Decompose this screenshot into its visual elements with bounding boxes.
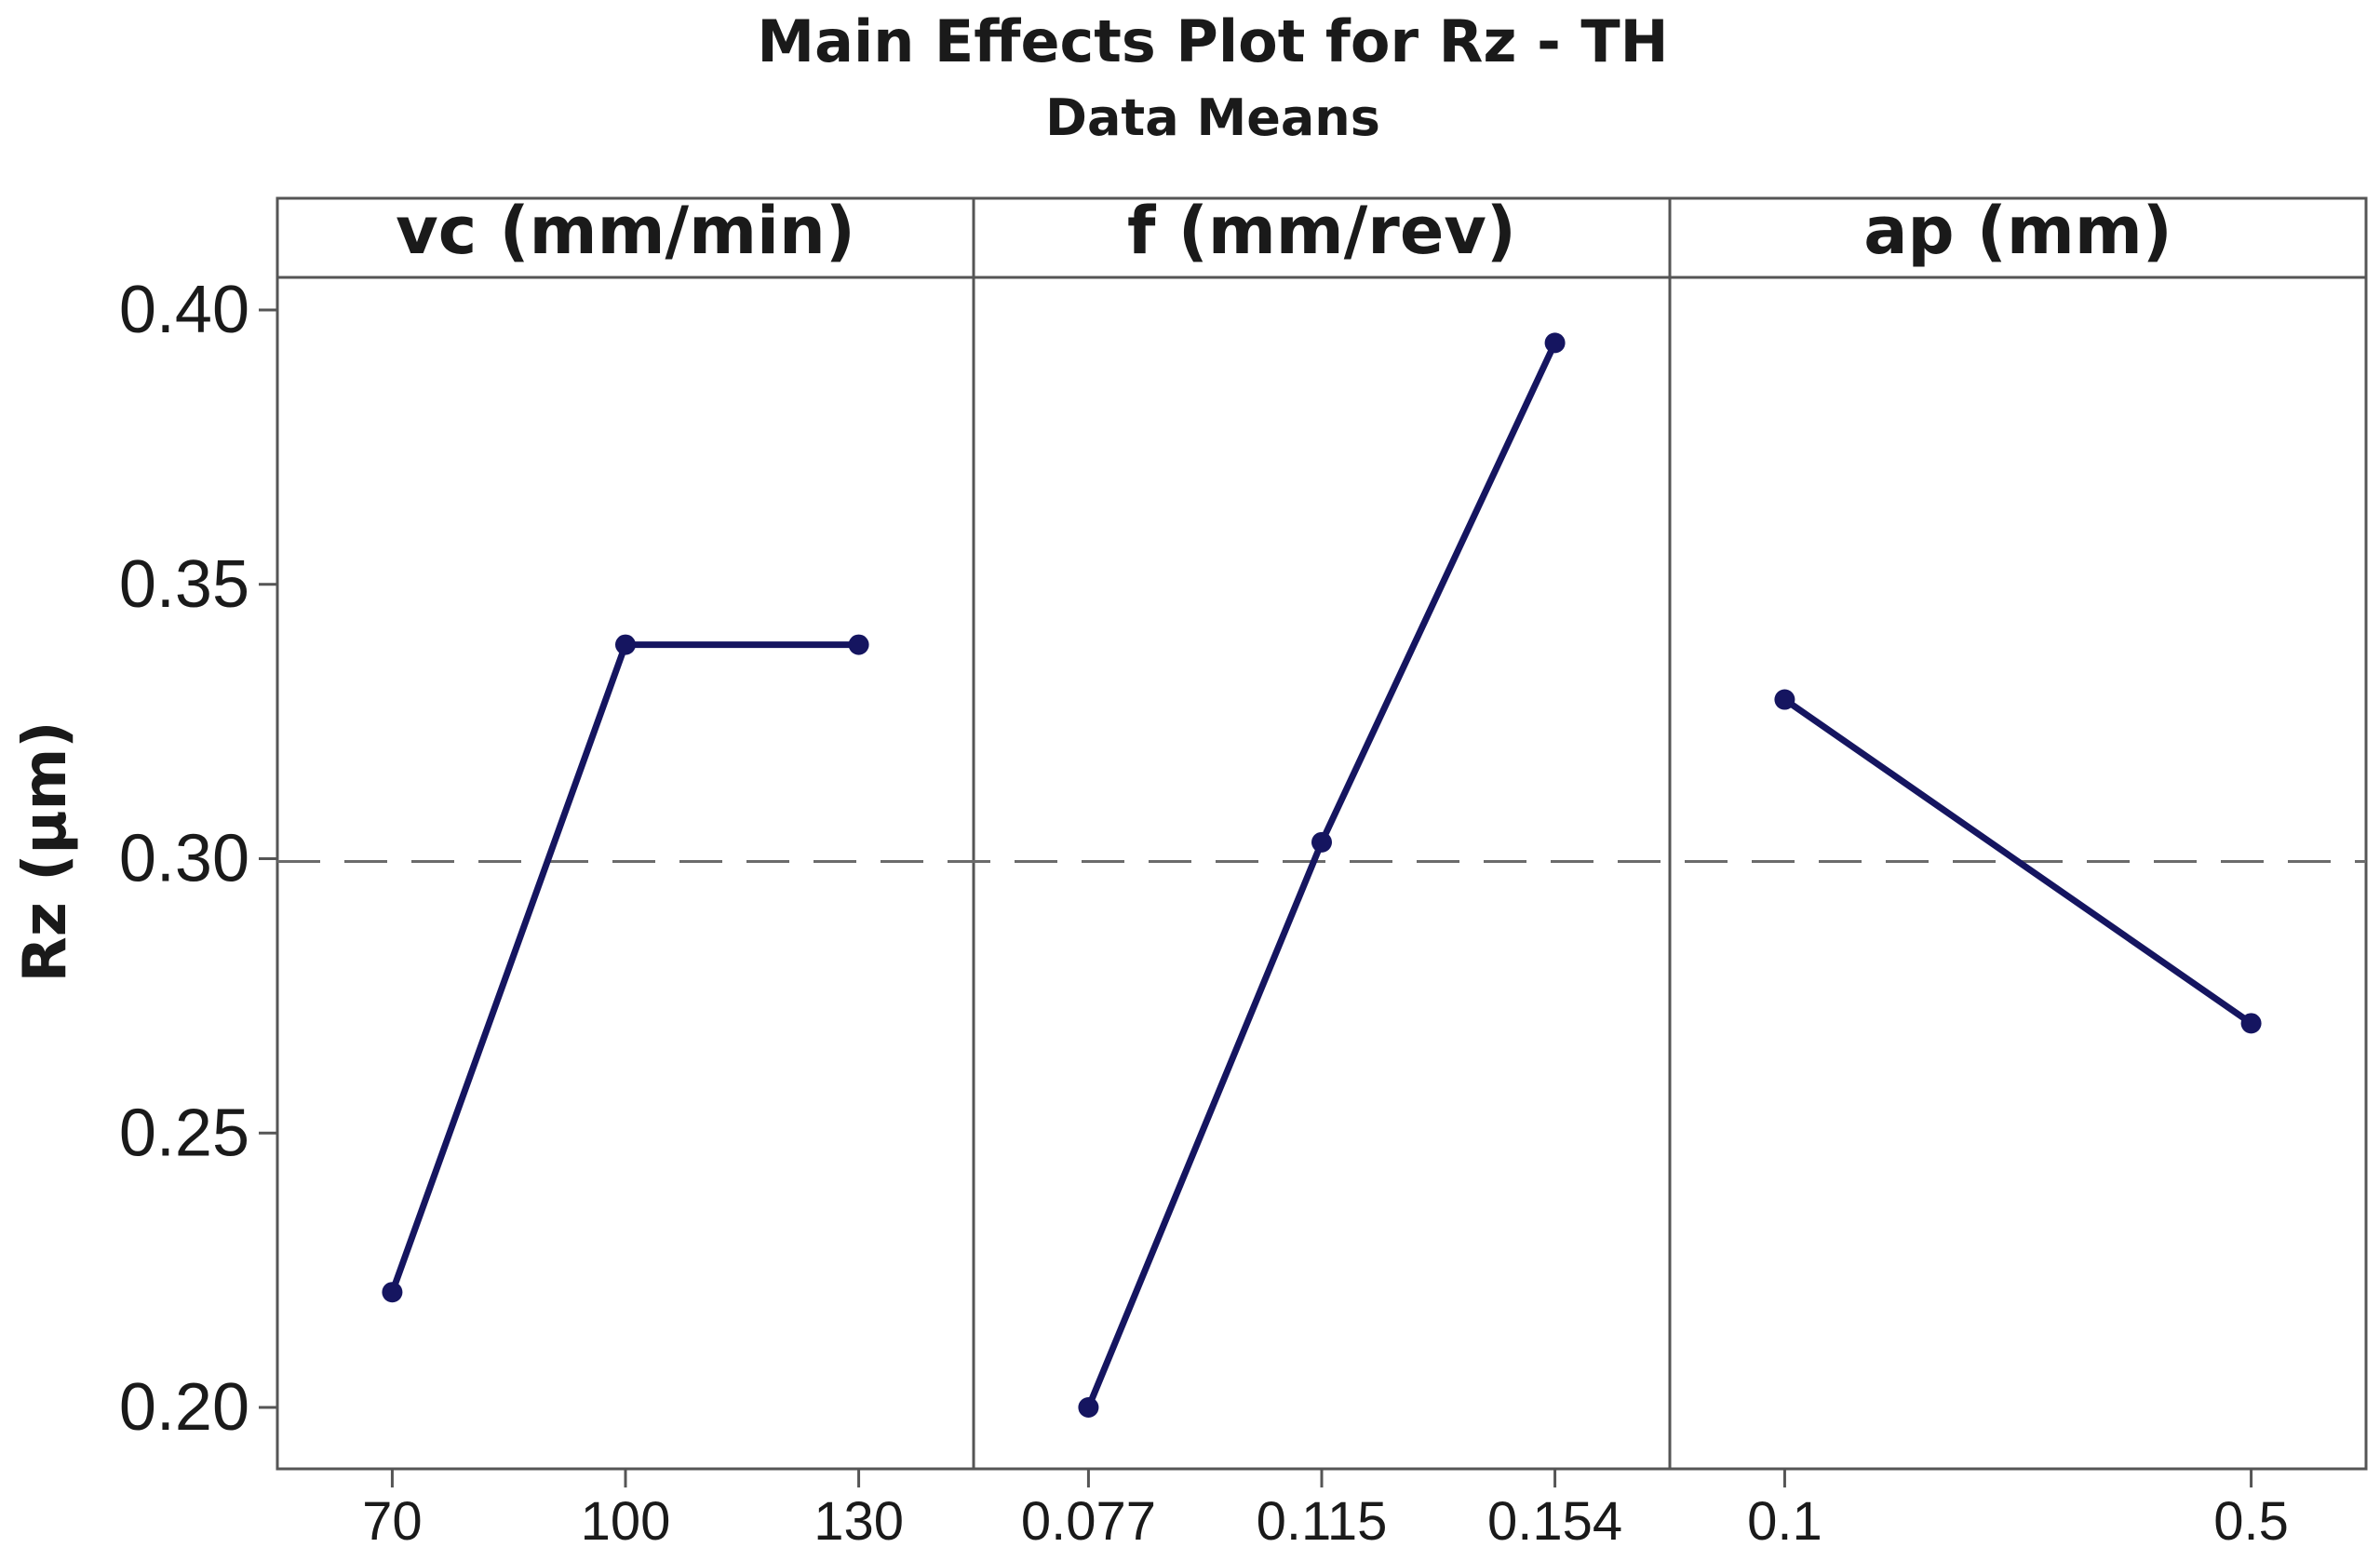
y-tick-label: 0.25: [119, 1096, 249, 1170]
x-tick-label: 0.154: [1487, 1491, 1622, 1552]
x-tick-label: 100: [581, 1491, 671, 1552]
data-point: [1311, 831, 1332, 853]
x-tick-label: 70: [362, 1491, 423, 1552]
y-axis-label: Rz (µm): [11, 720, 80, 982]
chart-title: Main Effects Plot for Rz - TH: [757, 7, 1668, 75]
data-point: [1544, 332, 1566, 354]
x-tick-label: 130: [814, 1491, 904, 1552]
y-tick-label: 0.40: [119, 273, 249, 347]
data-point: [1774, 689, 1795, 710]
data-point: [1078, 1397, 1099, 1418]
y-tick-label: 0.30: [119, 822, 249, 896]
y-tick-label: 0.20: [119, 1370, 249, 1445]
panel-label: f (mm/rev): [1127, 193, 1516, 269]
data-point: [615, 634, 636, 655]
x-tick-label: 0.1: [1747, 1491, 1822, 1552]
series-line: [388, 641, 863, 1296]
series-line: [1084, 339, 1559, 1411]
x-tick-label: 0.077: [1021, 1491, 1156, 1552]
data-point: [848, 634, 869, 655]
panel-label: ap (mm): [1863, 193, 2172, 269]
x-tick-label: 0.5: [2213, 1491, 2289, 1552]
plot-area: 0.20 0.25 0.30 0.35 0.40 vc (mm/min) 70 100 130 f…: [119, 193, 2368, 1552]
chart-subtitle: Data Means: [1045, 88, 1380, 147]
panel-label: vc (mm/min): [396, 193, 855, 269]
series-line: [1781, 696, 2255, 1027]
data-point: [2240, 1013, 2262, 1034]
x-tick-label: 0.115: [1257, 1491, 1388, 1552]
data-point: [382, 1282, 403, 1303]
y-tick-label: 0.35: [119, 547, 249, 622]
